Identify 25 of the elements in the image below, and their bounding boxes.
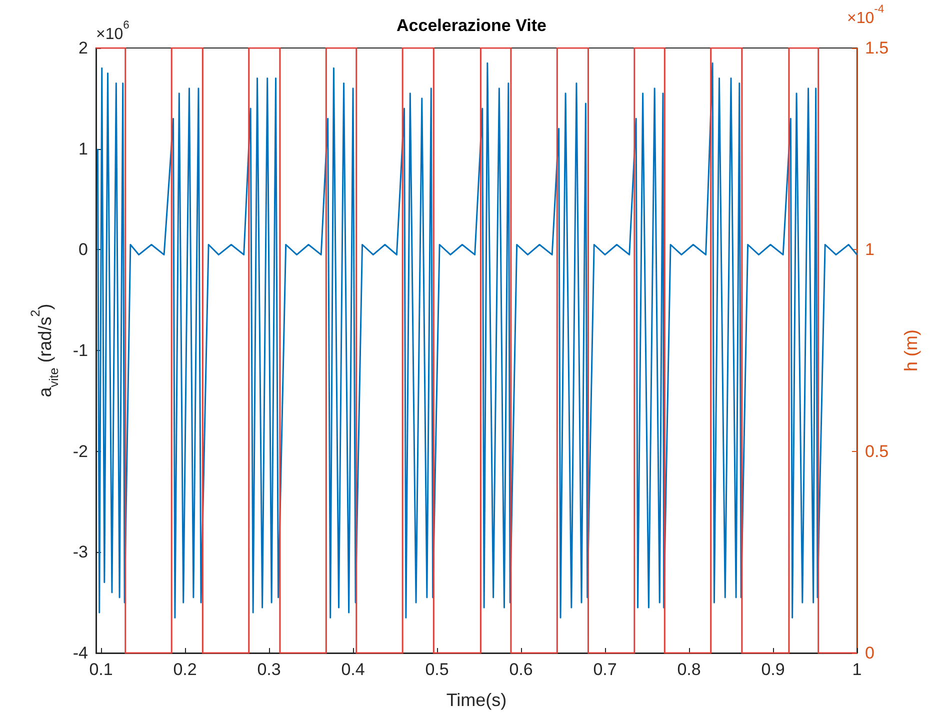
y-tick-label: -4 <box>72 644 88 662</box>
y2-tick-label: 1.5 <box>865 38 889 58</box>
y2-tick-label: 0.5 <box>865 442 889 461</box>
y-tick-label: 2 <box>78 38 88 58</box>
y2-axis-title: h (m) <box>901 330 921 372</box>
x-tick-label: 0.5 <box>425 660 449 679</box>
x-axis-title: Time(s) <box>446 690 507 710</box>
y2-tick-label: 1 <box>865 240 874 260</box>
x-tick-label: 0.9 <box>761 660 785 679</box>
x-tick-label: 1 <box>852 660 862 679</box>
x-tick-label: 0.6 <box>509 660 533 679</box>
chart-title: Accelerazione Vite <box>396 16 546 35</box>
y-tick-label: 1 <box>78 139 88 158</box>
x-tick-label: 0.4 <box>341 660 365 679</box>
y-tick-label: -1 <box>72 341 88 360</box>
x-tick-label: 0.2 <box>173 660 197 679</box>
y-axis-title: avite (rad/s2) <box>28 304 61 398</box>
y-tick-label: -2 <box>72 442 88 461</box>
y-tick-label: 0 <box>78 240 88 260</box>
x-tick-label: 0.1 <box>89 660 113 679</box>
y-tick-label: -3 <box>72 542 88 562</box>
x-tick-label: 0.8 <box>677 660 701 679</box>
y2-tick-label: 0 <box>865 644 874 662</box>
x-tick-label: 0.7 <box>593 660 617 679</box>
x-tick-label: 0.3 <box>257 660 281 679</box>
